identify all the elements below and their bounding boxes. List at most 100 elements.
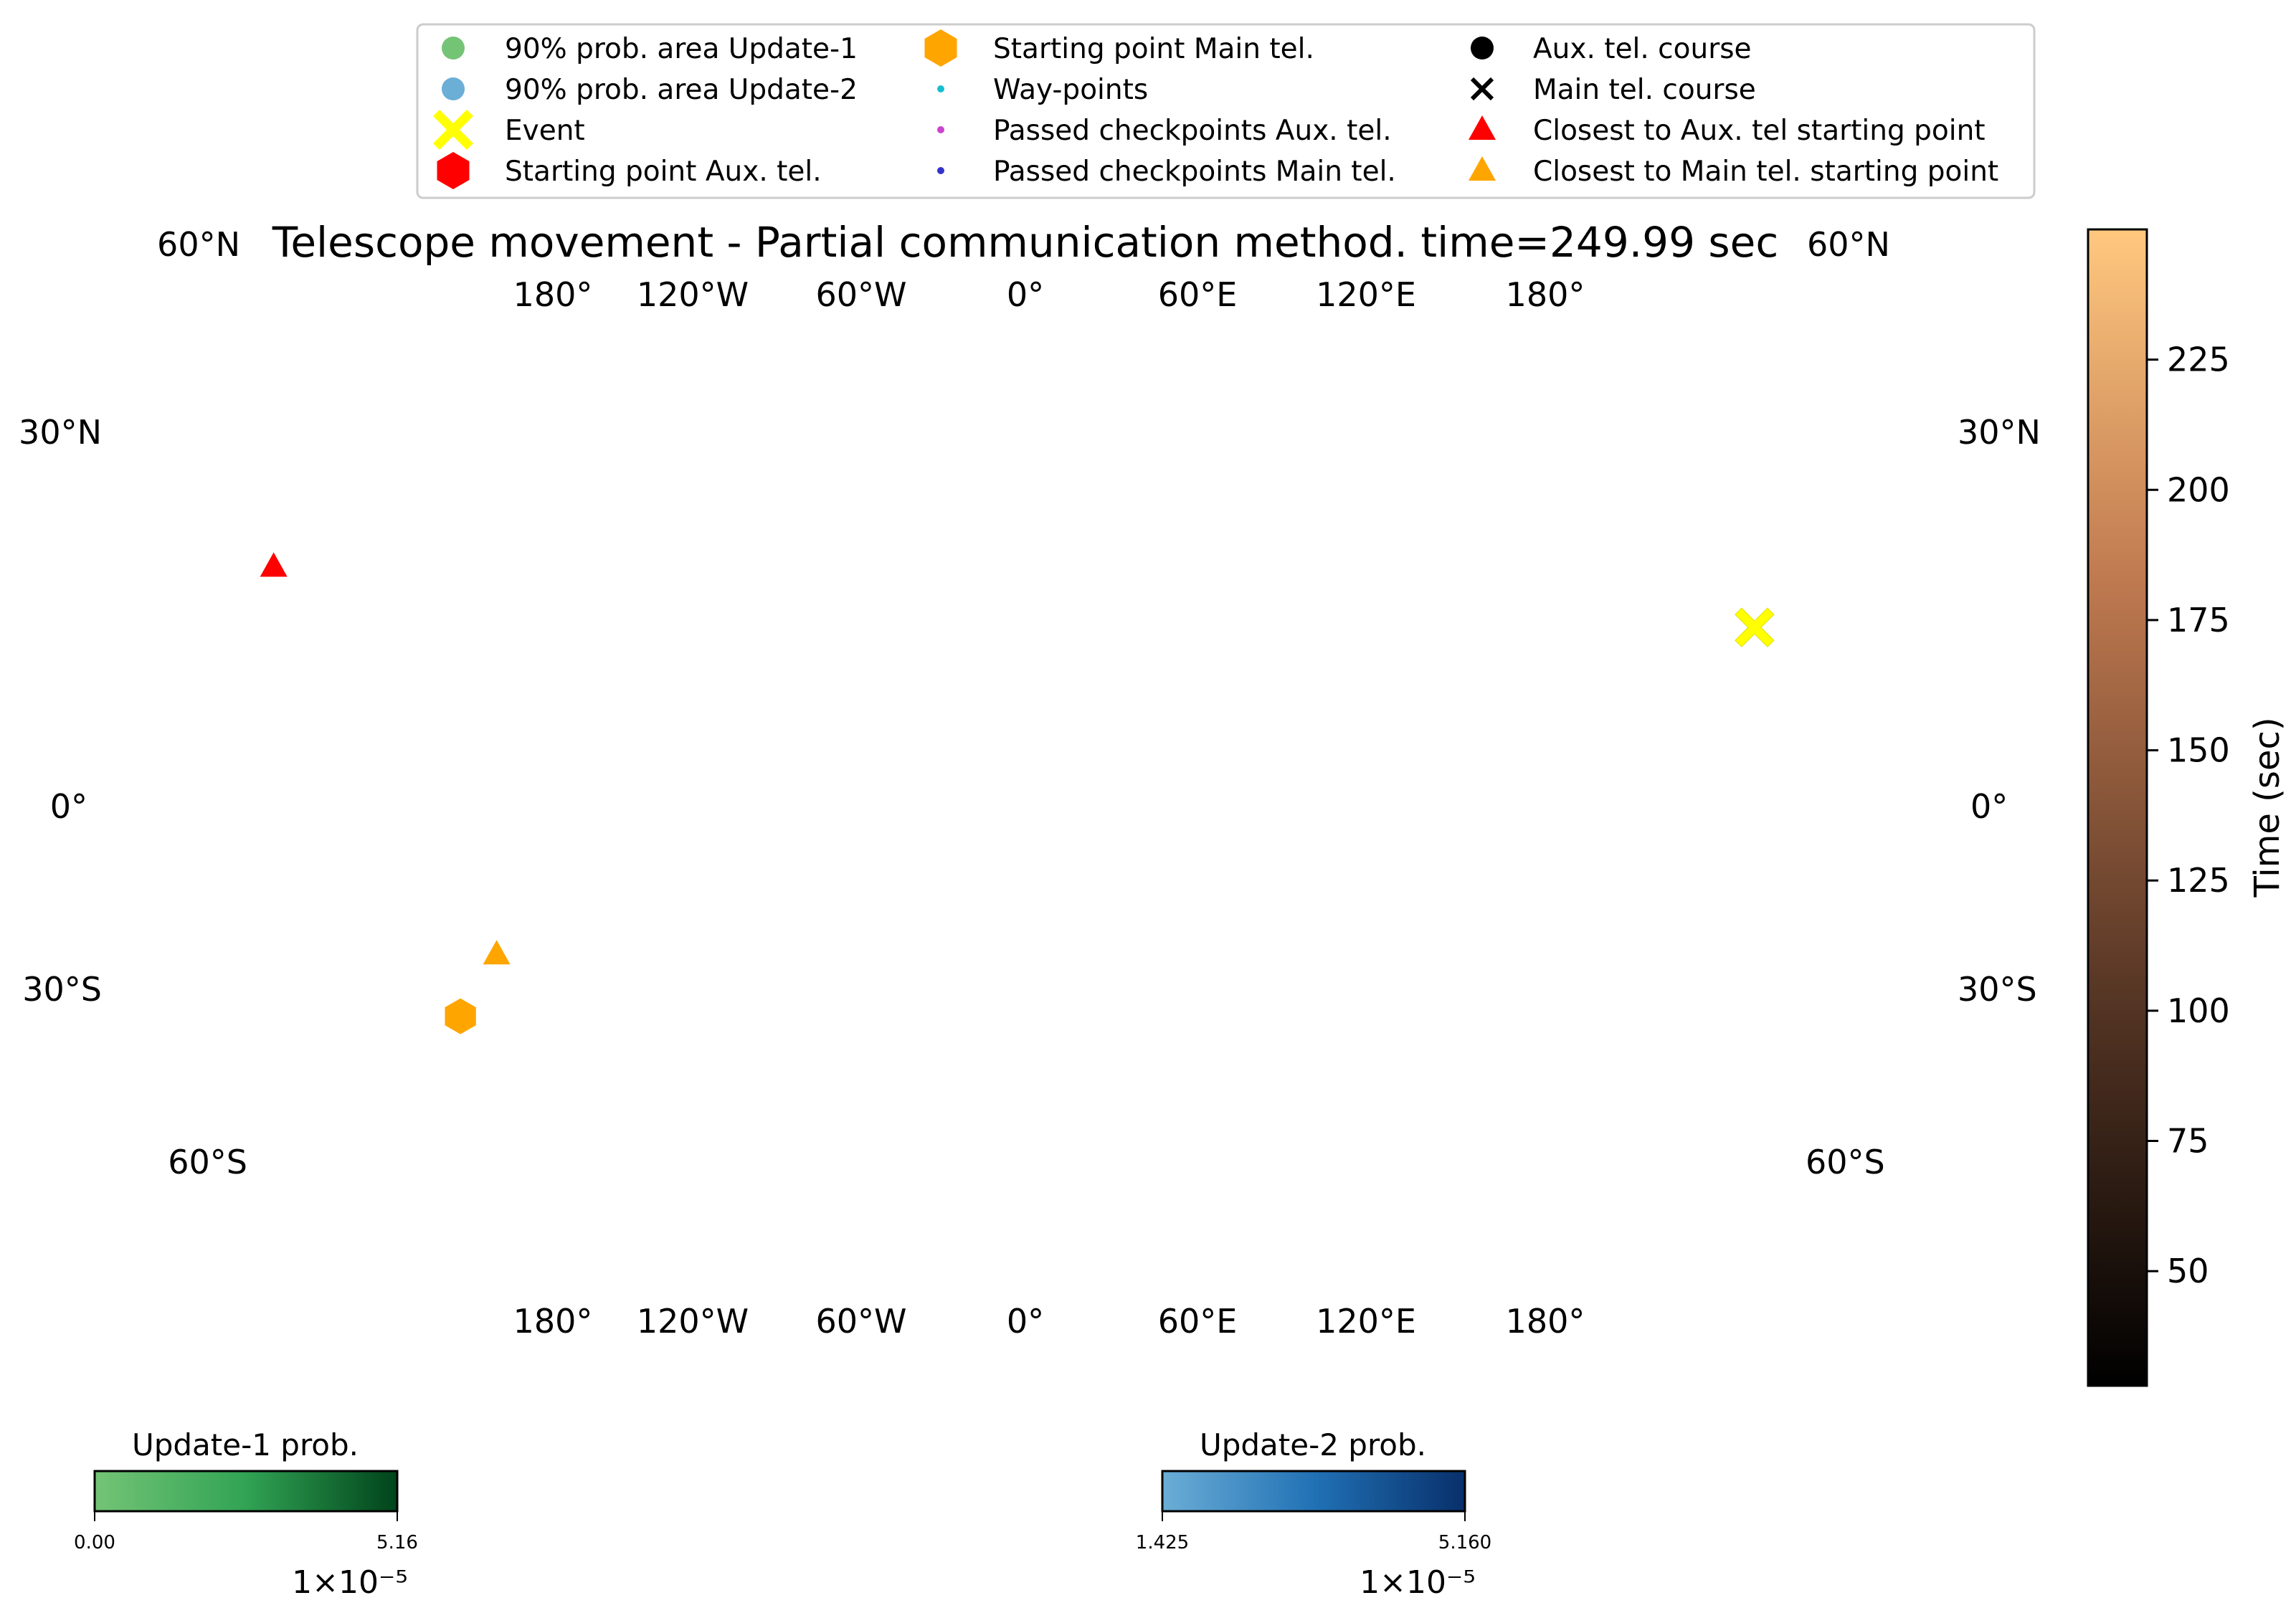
main-start-trail <box>665 915 691 941</box>
aux-course-point <box>401 480 424 503</box>
time-tick-label: 225 <box>2167 341 2230 379</box>
aux-course-point <box>168 588 191 611</box>
main-course-point <box>1459 662 1478 680</box>
aux-course-point <box>32 664 54 687</box>
aux-course-point <box>774 355 797 378</box>
aux-course-point <box>483 448 506 471</box>
main-course-point <box>1580 662 1598 680</box>
main-course-point <box>1761 662 1780 680</box>
legend-label: Event <box>505 115 585 147</box>
aux-course-point <box>1420 399 1442 421</box>
gridline-lon <box>1025 333 1970 1280</box>
update1-colorbar: Update-1 prob. 0.00 5.16 1×10⁻⁵ <box>74 1427 418 1601</box>
legend-marker-x-cross <box>433 110 473 150</box>
map-area: 180° 180° 120°W 120°W 60°W 60°W 0° 0° 60°E 60°E 12… <box>0 225 2041 1341</box>
aux-course-point <box>346 503 369 526</box>
aux-course-point <box>1545 442 1566 463</box>
legend-marker-triangle <box>1469 115 1496 140</box>
aux-course-point <box>1664 489 1686 510</box>
aux-course-point <box>294 527 317 550</box>
aux-course-point <box>805 348 828 371</box>
update2-colorbar-label: Update-2 prob. <box>1200 1427 1426 1462</box>
aux-course-point <box>1625 472 1646 494</box>
aux-course-point <box>120 613 143 636</box>
lat-tick-right: 0° <box>1970 787 2008 826</box>
update2-colorbar: Update-2 prob. 1.425 5.160 1×10⁻⁵ <box>1136 1427 1491 1601</box>
aux-course-point <box>744 363 767 386</box>
time-tick-label: 175 <box>2167 601 2230 639</box>
update2-peak <box>1441 358 1549 502</box>
lon-tick-top: 0° <box>1007 275 1044 314</box>
main-start-trail <box>674 905 700 931</box>
legend-marker-dot <box>937 85 944 92</box>
update2-tick-max: 5.160 <box>1438 1532 1491 1553</box>
legend-marker-dot <box>937 167 944 174</box>
update1-colorbar-fill <box>93 1470 399 1513</box>
lat-tick-left: 0° <box>50 787 87 826</box>
legend-item: Main tel. course <box>1470 74 1756 106</box>
time-colorbar-fill <box>2087 228 2148 1387</box>
aux-course-point <box>908 329 931 352</box>
aux-course-point <box>374 492 397 515</box>
main-course-point <box>949 881 967 900</box>
aux-course-point <box>1244 351 1266 372</box>
legend-item: 90% prob. area Update-2 <box>442 74 858 106</box>
aux-course-point <box>1290 362 1311 384</box>
aux-course-point <box>1814 556 1836 578</box>
gridline-lon <box>711 333 1025 1280</box>
main-course-point <box>1640 662 1659 680</box>
update1-tick-max: 5.16 <box>376 1532 418 1553</box>
main-course-point <box>1519 662 1538 680</box>
legend-label: Closest to Main tel. starting point <box>1533 156 1998 188</box>
main-course-point <box>1700 662 1719 680</box>
lon-tick-top: 60°W <box>815 275 906 314</box>
main-course-point <box>1214 739 1233 758</box>
passed-checkpoints-aux <box>1441 530 1542 710</box>
time-tick-label: 75 <box>2167 1122 2209 1161</box>
legend-marker-hexagon <box>924 29 957 67</box>
legend-label: Passed checkpoints Aux. tel. <box>993 115 1392 147</box>
main-start-trail <box>692 945 753 971</box>
lon-tick-bottom: 180° <box>1506 1302 1585 1341</box>
lon-tick-bottom: 60°W <box>815 1302 906 1341</box>
lon-tick-top: 180° <box>513 275 593 314</box>
lat-tick-left: 60°N <box>157 225 240 264</box>
lon-tick-bottom: 120°W <box>637 1302 749 1341</box>
aux-course-point <box>713 371 736 394</box>
lat-tick-left: 30°N <box>19 413 102 452</box>
aux-course-point <box>98 626 120 649</box>
aux-course-point <box>53 651 76 674</box>
legend-label: 90% prob. area Update-2 <box>505 74 858 106</box>
aux-course-point <box>192 575 215 598</box>
lon-tick-top: 120°E <box>1316 275 1416 314</box>
legend-item: Closest to Main tel. starting point <box>1469 156 1998 188</box>
time-colorbar: 50 75 100 125 150 175 200 225 Time (sec) <box>2087 228 2287 1387</box>
legend-label: Starting point Aux. tel. <box>505 156 822 188</box>
update1-colorbar-label: Update-1 prob. <box>132 1427 359 1462</box>
gridline-lon <box>80 333 1025 1280</box>
aux-course-point <box>428 470 451 493</box>
lon-tick-bottom: 180° <box>513 1302 593 1341</box>
aux-course-point <box>11 677 34 700</box>
legend-label: Closest to Aux. tel starting point <box>1533 115 1986 147</box>
update2-region <box>1398 337 1628 767</box>
time-tick-label: 100 <box>2167 991 2230 1030</box>
aux-course-point <box>1377 386 1399 407</box>
aux-course-point <box>1778 539 1799 561</box>
aux-course-point <box>1585 457 1606 479</box>
aux-course-point <box>838 341 860 363</box>
legend-label: Way-points <box>993 74 1148 106</box>
aux-course-point <box>455 459 478 482</box>
update2-overlay <box>1563 373 1721 595</box>
main-course-point <box>1339 668 1358 687</box>
legend: 90% prob. area Update-1 90% prob. area Up… <box>416 23 2036 199</box>
main-course-point <box>1016 849 1035 867</box>
main-start-trail <box>650 926 676 952</box>
legend-marker-triangle <box>1469 156 1496 181</box>
legend-marker-circle <box>442 77 465 100</box>
update1-hole <box>588 502 667 588</box>
update2-tick-min: 1.425 <box>1136 1532 1189 1553</box>
lon-tick-top: 180° <box>1506 275 1585 314</box>
legend-marker-circle <box>442 37 465 60</box>
legend-marker-circle <box>1471 37 1494 60</box>
